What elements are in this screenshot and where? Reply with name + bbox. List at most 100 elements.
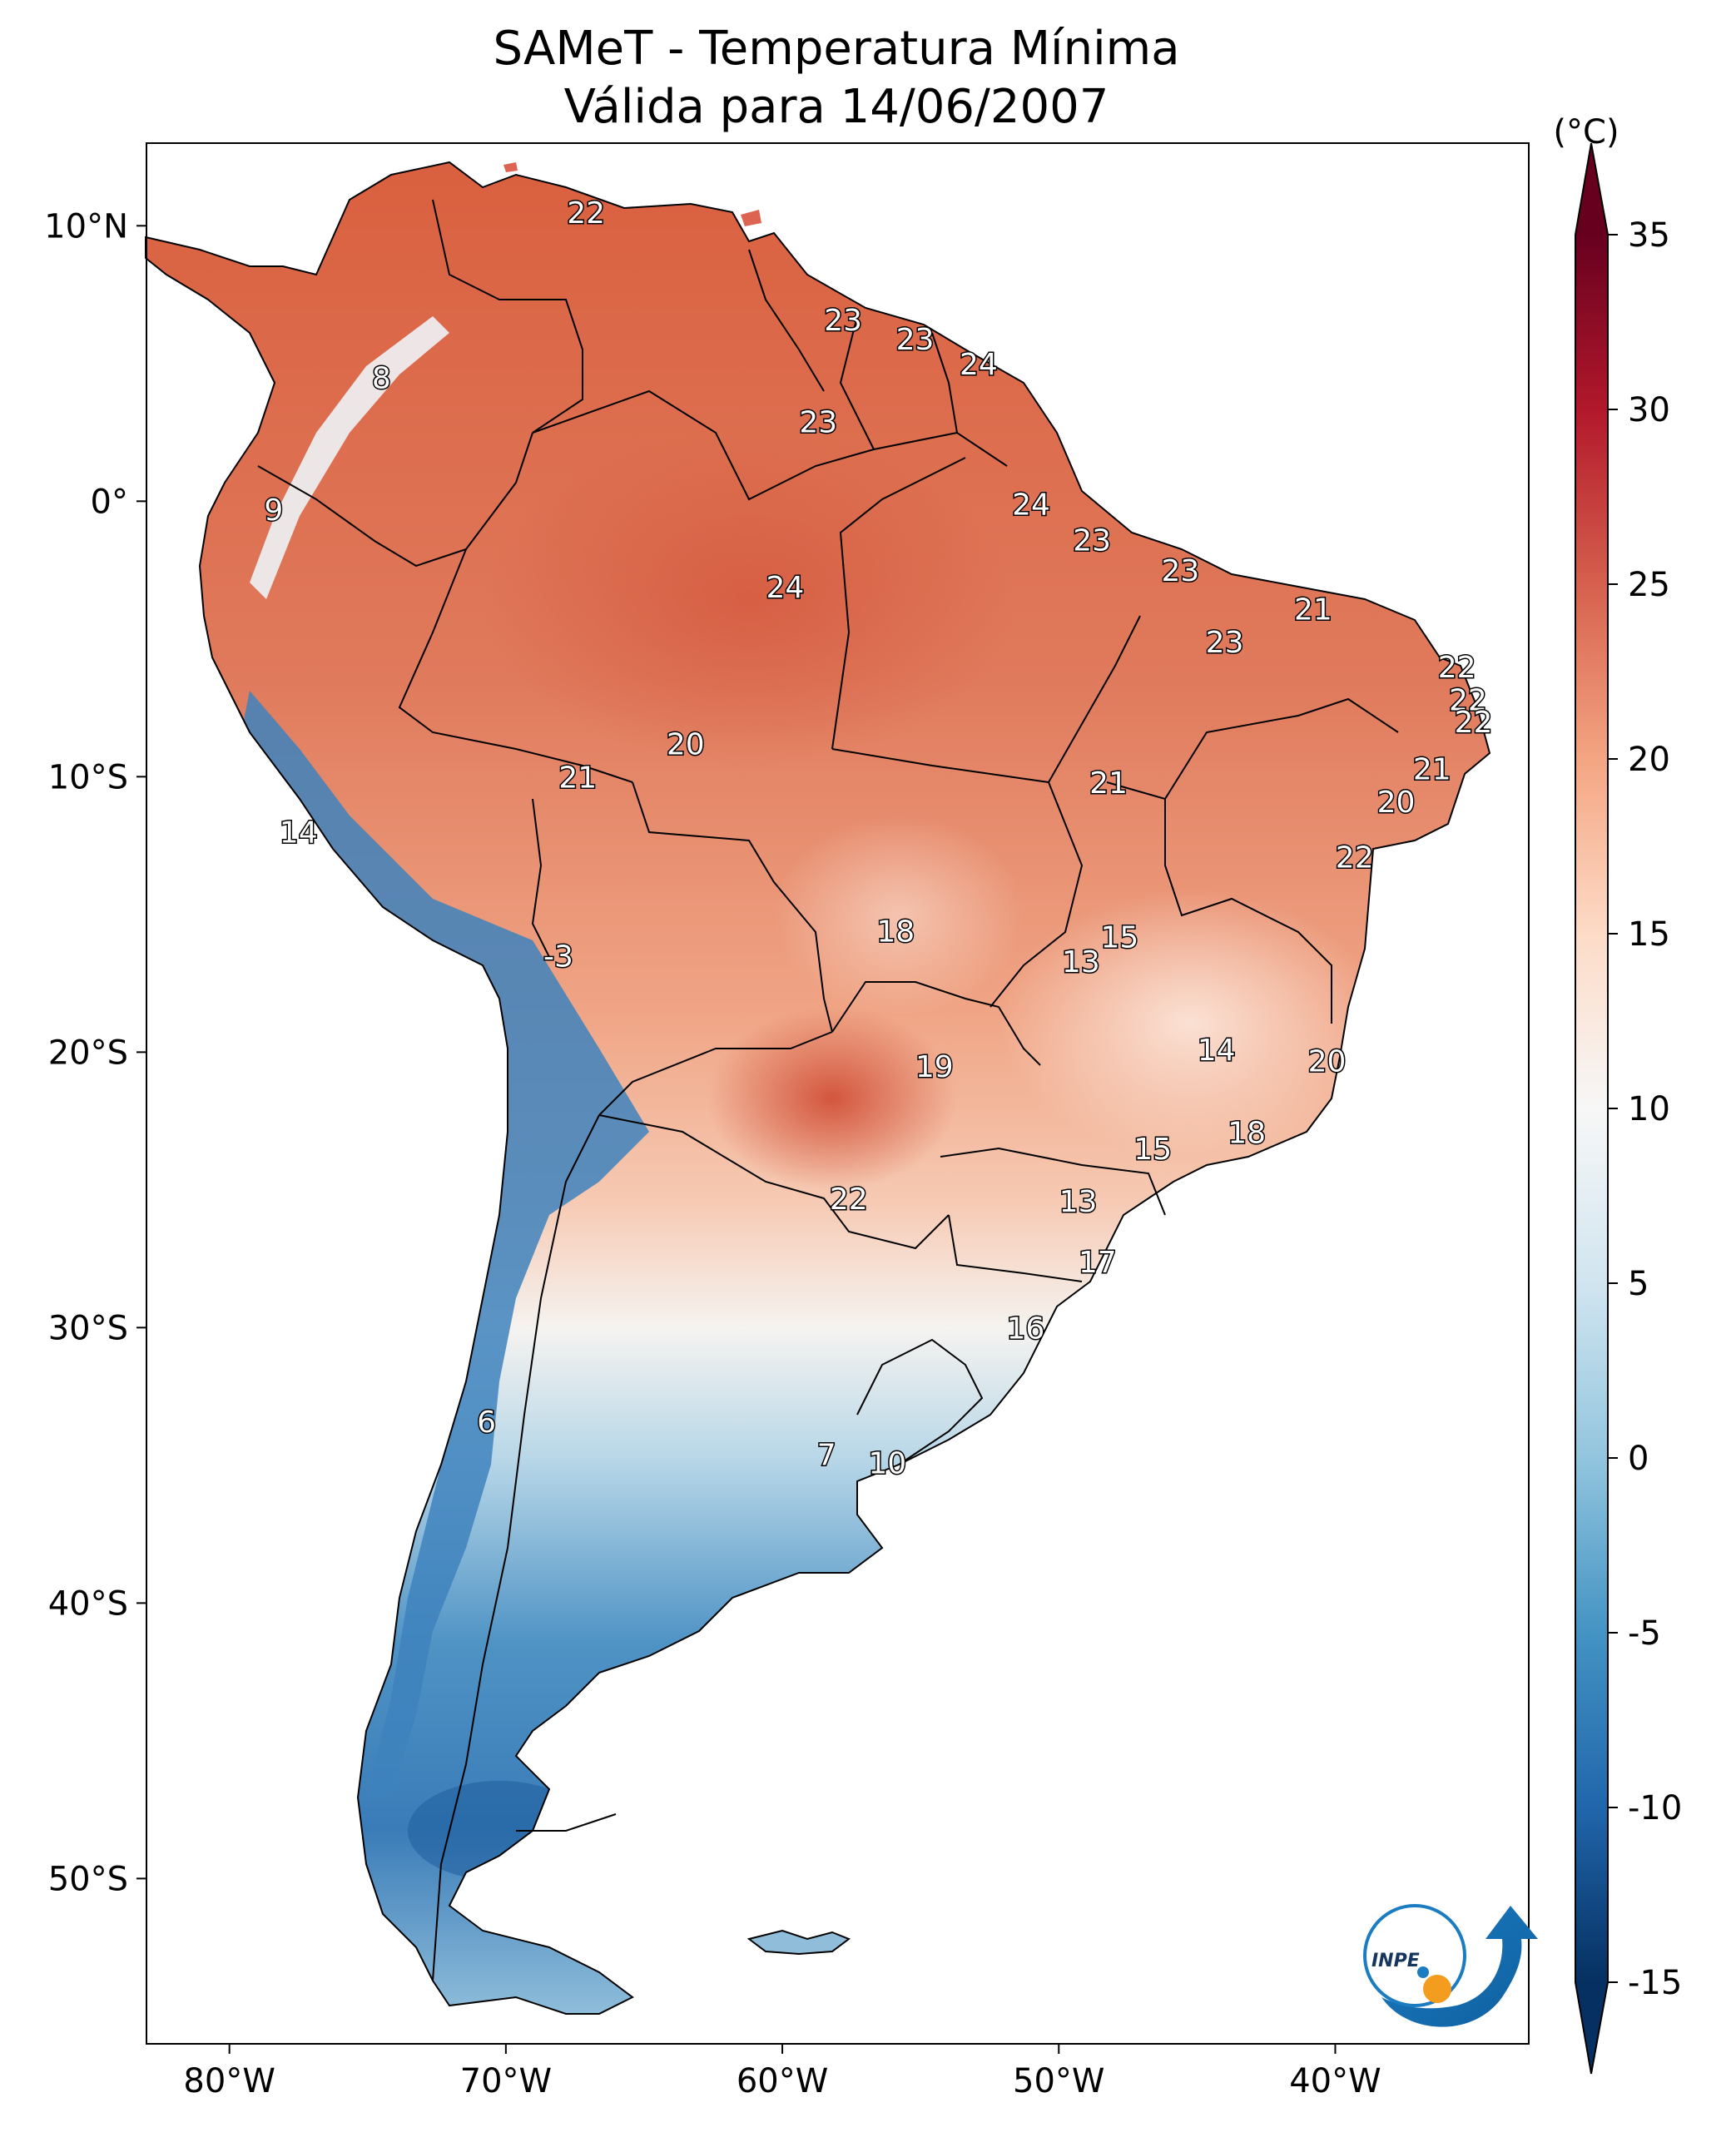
colorbar-tick-label: 0 — [1628, 1440, 1649, 1478]
border-brazil-states-5 — [1106, 781, 1332, 1024]
x-axis: 80°W 70°W 60°W 50°W 40°W — [183, 2044, 1381, 2100]
y-tick-label: 40°S — [48, 1584, 128, 1623]
colorbar-tick-label: 25 — [1628, 566, 1670, 604]
temperature-value-label: 20 — [1377, 786, 1416, 820]
temperature-value-label: 24 — [1012, 488, 1050, 523]
border-argentina-provinces — [516, 1813, 617, 1832]
temperature-value-label: 22 — [1336, 840, 1374, 875]
y-tick-label: 0° — [91, 483, 128, 521]
temperature-value-label: 18 — [1228, 1116, 1266, 1150]
border-brazil-north — [532, 389, 1008, 501]
border-peru-brazil — [398, 548, 633, 783]
andes-north-cold-band — [250, 316, 449, 599]
border-brazil-states-4 — [990, 781, 1084, 1008]
logo-swoosh — [1381, 1906, 1538, 2027]
falkland-islands — [746, 1929, 851, 1956]
temperature-value-label: 21 — [1413, 752, 1451, 786]
border-peru-bolivia — [531, 798, 550, 958]
temperature-value-label: 23 — [824, 304, 862, 338]
temperature-value-label: 24 — [766, 571, 804, 605]
x-tick-label: 70°W — [460, 2062, 552, 2100]
temperature-value-label: 19 — [915, 1050, 954, 1084]
temperature-field — [146, 162, 1490, 2014]
border-colombia-venezuela — [432, 199, 583, 434]
colorbar-tick-label: 15 — [1628, 915, 1670, 954]
y-tick-label: 10°S — [48, 758, 128, 796]
y-tick-label: 30°S — [48, 1309, 128, 1347]
temperature-value-label: 9 — [264, 493, 283, 528]
temperature-value-label: 22 — [1438, 651, 1476, 685]
temperature-value-label: 17 — [1079, 1246, 1117, 1280]
andes-cold-band — [241, 691, 649, 1797]
temperature-value-label: 22 — [567, 196, 605, 231]
colorbar: 35 30 25 20 15 10 5 0 -5 -10 -15 (°C) — [1553, 113, 1682, 2075]
map-frame — [146, 142, 1530, 2045]
temperature-value-label: -3 — [543, 940, 573, 974]
temperature-value-label: 21 — [558, 761, 597, 795]
border-bolivia-paraguay — [598, 1031, 833, 1116]
logo-sun — [1423, 1975, 1451, 2003]
temperature-value-label: 6 — [477, 1406, 496, 1440]
temperature-value-label: 22 — [830, 1183, 868, 1217]
y-axis: 10°N 0° 10°S 20°S 30°S 40°S 50°S — [44, 207, 146, 1898]
y-tick-label: 10°N — [44, 207, 128, 245]
temperature-value-label: 8 — [372, 361, 391, 395]
cool-region — [774, 816, 1024, 1015]
x-tick-label: 50°W — [1013, 2062, 1104, 2100]
border-colombia-ecuador-peru — [257, 432, 533, 568]
temperature-value-label: 22 — [1449, 684, 1487, 718]
border-brazil-states-6 — [1164, 697, 1399, 800]
colorbar-extend-top — [1575, 143, 1608, 235]
x-tick-label: 60°W — [737, 2062, 828, 2100]
temperature-value-label: 20 — [667, 728, 705, 762]
border-venezuela-guyana — [748, 249, 825, 392]
colorbar-tick-label: 35 — [1628, 216, 1670, 255]
map-subtitle: Válida para 14/06/2007 — [563, 80, 1109, 134]
logo-text: INPE — [1371, 1951, 1420, 1971]
temperature-value-label: 23 — [1162, 554, 1200, 588]
logo-orbit — [1363, 1904, 1466, 2007]
border-brazil-states-1 — [831, 981, 1041, 1066]
colorbar-tick-label: -15 — [1628, 1964, 1682, 2002]
warm-anomaly — [483, 433, 1015, 766]
logo-dot — [1417, 1966, 1429, 1978]
temperature-value-label: 20 — [1308, 1044, 1347, 1078]
temperature-value-label: 16 — [1006, 1312, 1044, 1346]
temperature-value-label: 14 — [1198, 1034, 1236, 1068]
border-suriname-guiana — [931, 332, 958, 434]
colorbar-tick-label: -10 — [1628, 1789, 1682, 1827]
caribbean-island — [503, 162, 518, 172]
temperature-value-label: 13 — [1062, 945, 1100, 979]
temperature-value-label: 7 — [817, 1439, 836, 1473]
colorbar-tick-label: 5 — [1628, 1265, 1649, 1303]
temperature-value-label: 24 — [960, 348, 998, 382]
temperature-value-label: 10 — [868, 1447, 906, 1481]
temperature-value-label: 13 — [1059, 1185, 1098, 1219]
colorbar-tick-label: -5 — [1628, 1614, 1661, 1653]
temperature-value-label: 21 — [1294, 593, 1332, 627]
colorbar-tick-label: 30 — [1628, 391, 1670, 429]
temperature-value-label: 15 — [1100, 920, 1138, 955]
colorbar-unit: (°C) — [1553, 113, 1619, 151]
coastline — [145, 161, 1491, 2015]
colorbar-body — [1575, 235, 1608, 1982]
border-bolivia-brazil — [632, 781, 833, 1033]
political-borders — [145, 161, 1491, 2015]
temperature-value-label: 14 — [280, 816, 318, 850]
colorbar-tick-label: 20 — [1628, 741, 1670, 779]
border-brazil-states-8 — [948, 1214, 1083, 1282]
border-brazil-states-7 — [940, 1147, 1166, 1216]
y-tick-label: 20°S — [48, 1034, 128, 1072]
caribbean-island — [741, 210, 761, 226]
y-tick-label: 50°S — [48, 1860, 128, 1898]
warm-anomaly — [707, 1007, 957, 1190]
temperature-value-label: 22 — [1455, 706, 1493, 740]
colorbar-extend-bottom — [1575, 1982, 1608, 2074]
x-tick-label: 80°W — [183, 2062, 275, 2100]
border-brazil-states-2 — [831, 457, 966, 750]
border-guyana-suriname — [839, 315, 875, 450]
border-argentina-paraguay — [598, 1114, 950, 1250]
temperature-value-label: 15 — [1133, 1133, 1172, 1167]
cool-region — [999, 890, 1381, 1157]
